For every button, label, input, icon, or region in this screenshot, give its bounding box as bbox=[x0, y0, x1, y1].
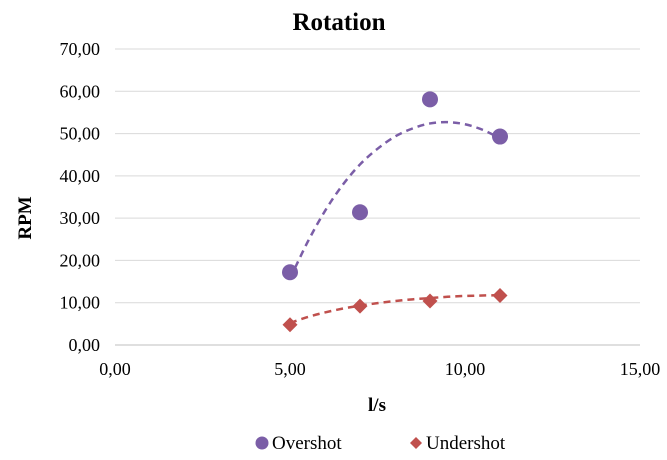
data-points bbox=[282, 91, 508, 333]
x-axis-title: l/s bbox=[368, 395, 386, 416]
overshot-point bbox=[282, 264, 298, 281]
x-tick-label: 0,00 bbox=[99, 359, 131, 379]
overshot-point bbox=[352, 204, 368, 221]
y-tick-label: 70,00 bbox=[60, 39, 101, 59]
y-tick-label: 0,00 bbox=[69, 335, 101, 355]
overshot-trendline bbox=[288, 120, 501, 280]
x-tick-label: 10,00 bbox=[445, 359, 486, 379]
gridlines bbox=[115, 48, 640, 304]
y-tick-label: 10,00 bbox=[60, 293, 101, 313]
y-tick-labels: 0,00 10,00 20,00 30,00 40,00 50,00 60,00 70,00 bbox=[60, 39, 101, 355]
undershot-point bbox=[422, 293, 438, 309]
chart-title: Rotation bbox=[292, 9, 385, 36]
x-tick-labels: 0,00 5,00 10,00 15,00 bbox=[99, 359, 660, 379]
y-tick-label: 50,00 bbox=[60, 124, 101, 144]
undershot-trendline bbox=[289, 293, 501, 325]
y-tick-label: 40,00 bbox=[60, 166, 101, 186]
legend-overshot-marker bbox=[255, 436, 269, 450]
y-tick-label: 60,00 bbox=[60, 81, 101, 101]
undershot-point bbox=[282, 317, 298, 333]
legend-overshot-label: Overshot bbox=[272, 433, 342, 454]
x-tick-label: 5,00 bbox=[274, 359, 306, 379]
legend: Overshot Undershot bbox=[255, 433, 506, 454]
legend-undershot-label: Undershot bbox=[426, 433, 506, 454]
undershot-point bbox=[352, 298, 368, 314]
y-tick-label: 20,00 bbox=[60, 250, 101, 270]
overshot-point bbox=[422, 91, 438, 108]
y-axis-title: RPM bbox=[15, 196, 36, 239]
overshot-point bbox=[492, 128, 508, 145]
undershot-point bbox=[492, 288, 508, 304]
x-tick-label: 15,00 bbox=[620, 359, 661, 379]
trendlines bbox=[288, 120, 501, 325]
y-tick-label: 30,00 bbox=[60, 208, 101, 228]
legend-undershot-marker bbox=[410, 437, 422, 449]
